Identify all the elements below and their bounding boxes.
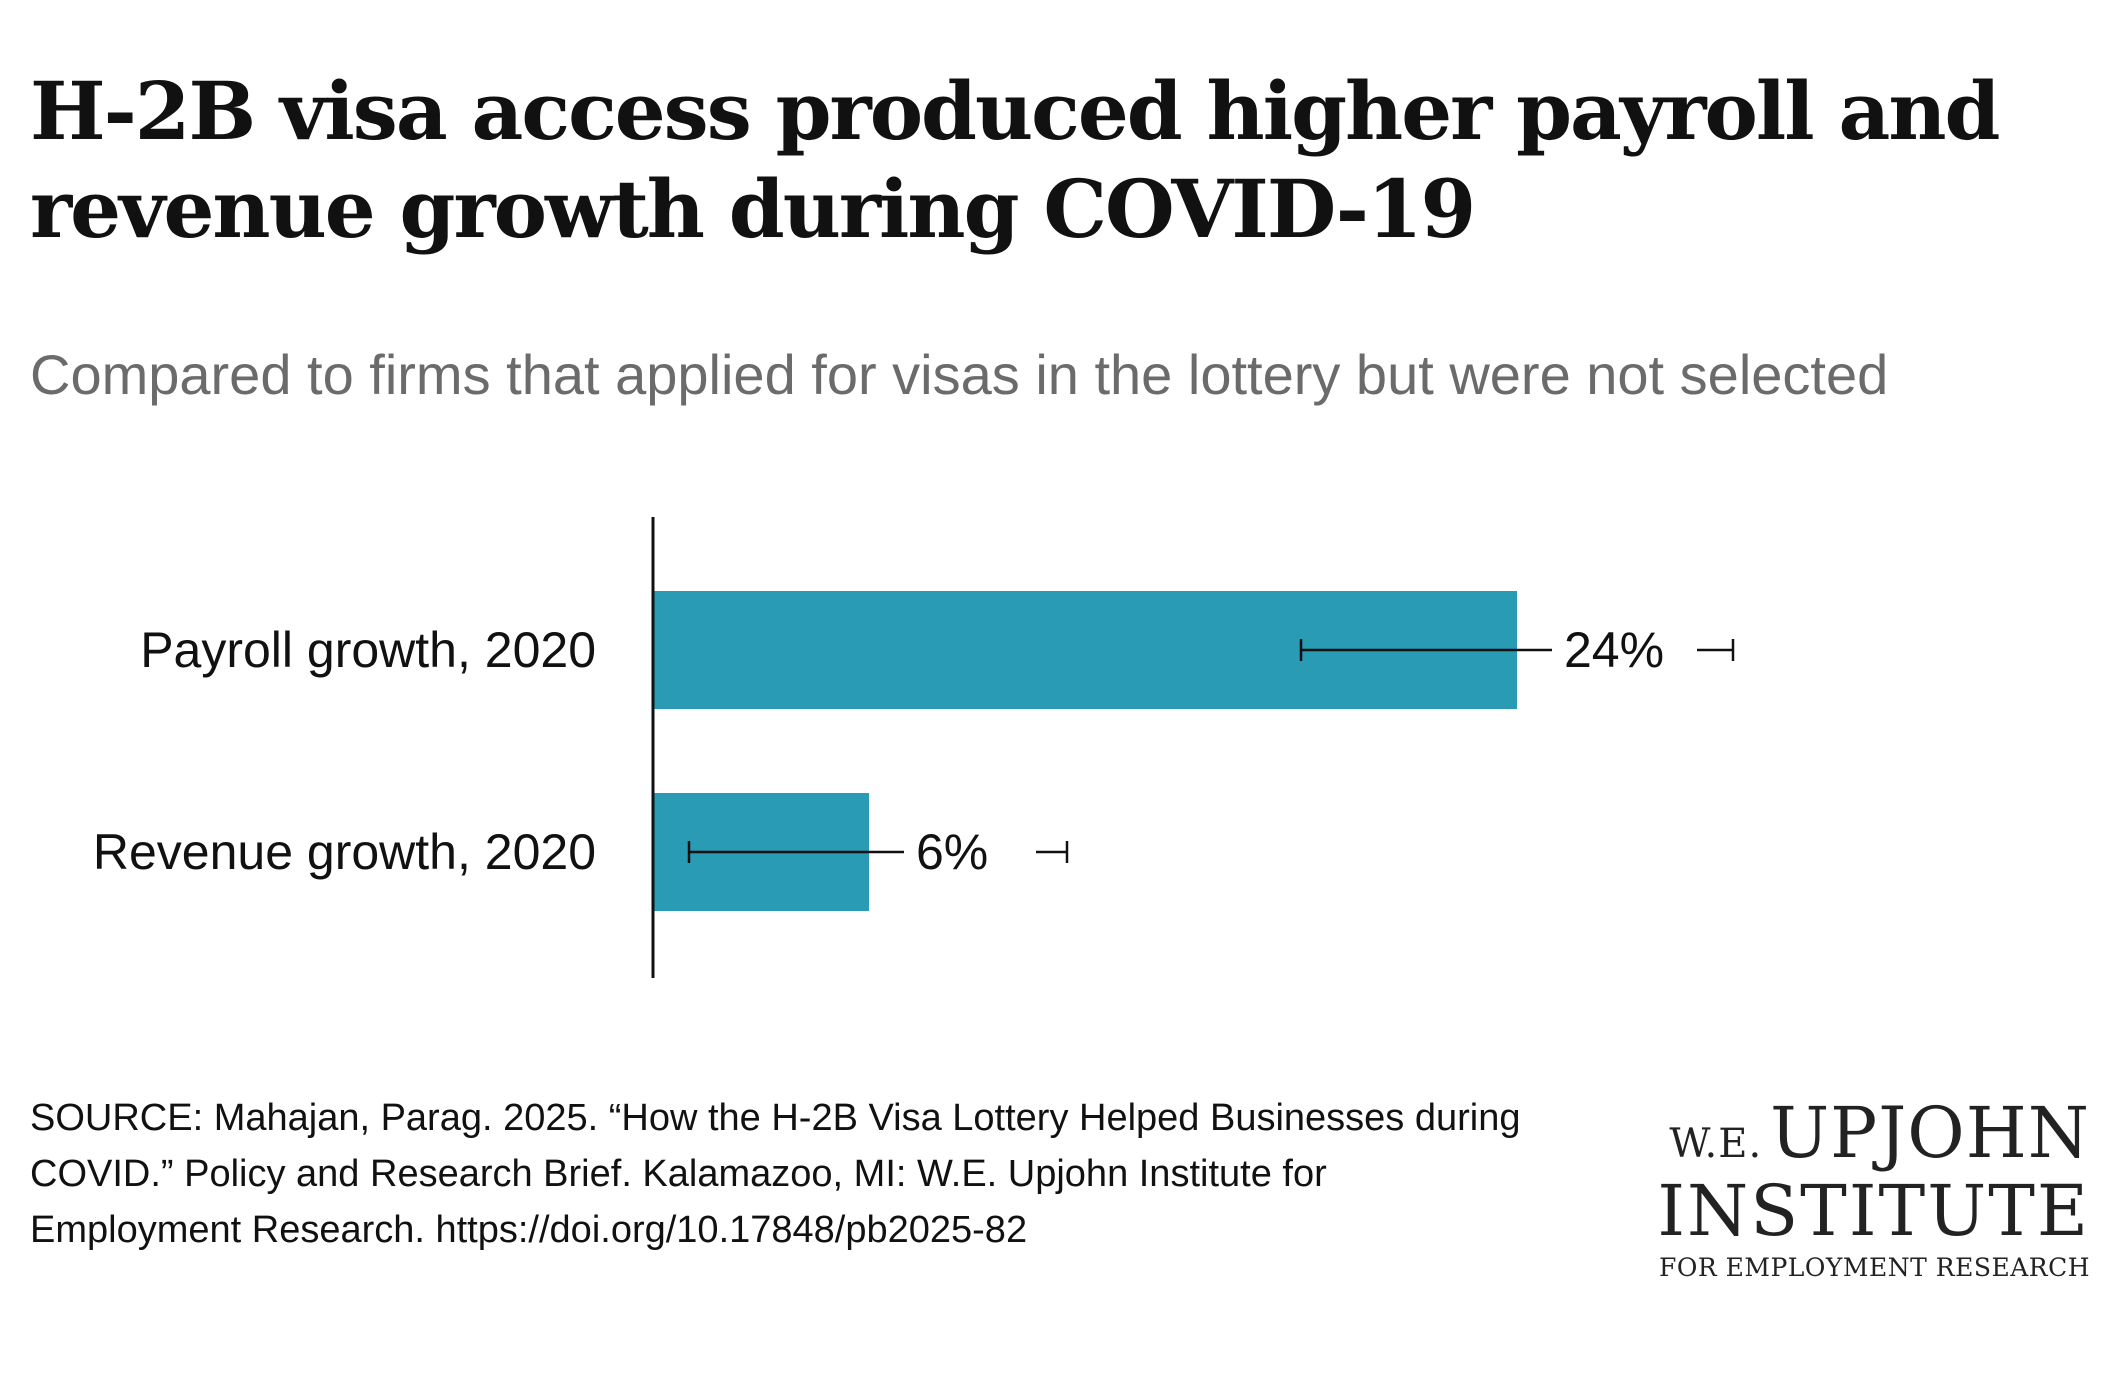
logo-upjohn: UPJOHN: [1770, 1092, 2090, 1174]
category-label-2: Revenue growth, 2020: [93, 824, 596, 880]
logo-tagline: FOR EMPLOYMENT RESEARCH: [1659, 1253, 2090, 1282]
source-note: SOURCE: Mahajan, Parag. 2025. “How the H…: [30, 1097, 1521, 1251]
chart-subtitle: Compared to firms that applied for visas…: [30, 343, 1889, 406]
bar-chart: Payroll growth, 2020 24% Revenue growth, 2…: [93, 517, 1735, 978]
value-label-2: 6%: [916, 824, 988, 880]
upjohn-institute-logo: W.E. UPJOHN INSTITUTE FOR EMPLOYMENT RES…: [1610, 1095, 2090, 1282]
logo-we: W.E.: [1669, 1121, 1763, 1167]
value-label-1: 24%: [1564, 622, 1664, 678]
logo-institute: INSTITUTE: [1657, 1170, 2090, 1252]
category-label-1: Payroll growth, 2020: [140, 622, 596, 678]
chart-title: H-2B visa access produced higher payroll…: [30, 64, 2000, 256]
